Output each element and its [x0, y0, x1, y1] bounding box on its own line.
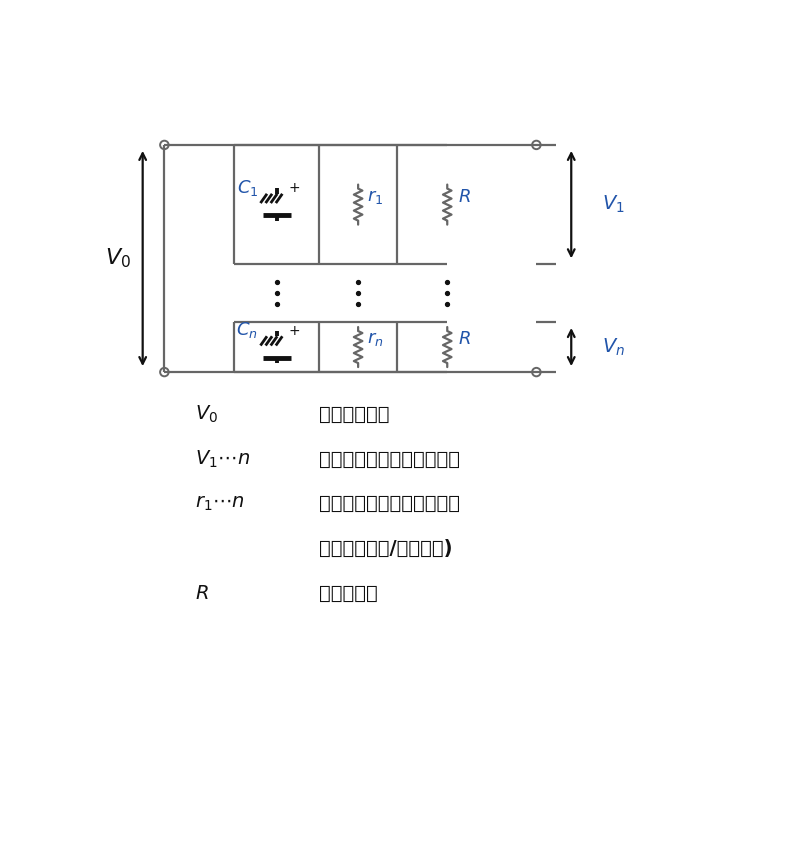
- Text: ：各コンデンサの漏れ抵抗: ：各コンデンサの漏れ抵抗: [319, 494, 460, 514]
- Text: $V_0$: $V_0$: [195, 404, 218, 425]
- Text: $V_0$: $V_0$: [105, 247, 131, 270]
- Text: $+$: $+$: [288, 324, 300, 338]
- Text: ：ライン電圧: ：ライン電圧: [319, 405, 390, 424]
- Text: $r_1$: $r_1$: [367, 188, 383, 206]
- Text: $r_n$: $r_n$: [367, 330, 384, 349]
- Text: $V_1\cdots n$: $V_1\cdots n$: [195, 449, 251, 470]
- Text: ：分圧抵抗: ：分圧抵抗: [319, 584, 378, 603]
- Text: ：各コンデンサの印過電圧: ：各コンデンサの印過電圧: [319, 450, 460, 469]
- Text: $R$: $R$: [458, 188, 470, 206]
- Text: $C_1$: $C_1$: [236, 178, 258, 198]
- Text: $+$: $+$: [288, 181, 300, 195]
- Text: $r_1\cdots n$: $r_1\cdots n$: [195, 494, 245, 514]
- Text: $C_n$: $C_n$: [236, 320, 258, 340]
- Text: $V_n$: $V_n$: [602, 337, 626, 358]
- Text: $R$: $R$: [195, 584, 209, 603]
- Text: $V_1$: $V_1$: [602, 194, 625, 216]
- Text: （＝印過電圧/漏れ電流): （＝印過電圧/漏れ電流): [319, 539, 453, 558]
- Text: $R$: $R$: [458, 330, 470, 349]
